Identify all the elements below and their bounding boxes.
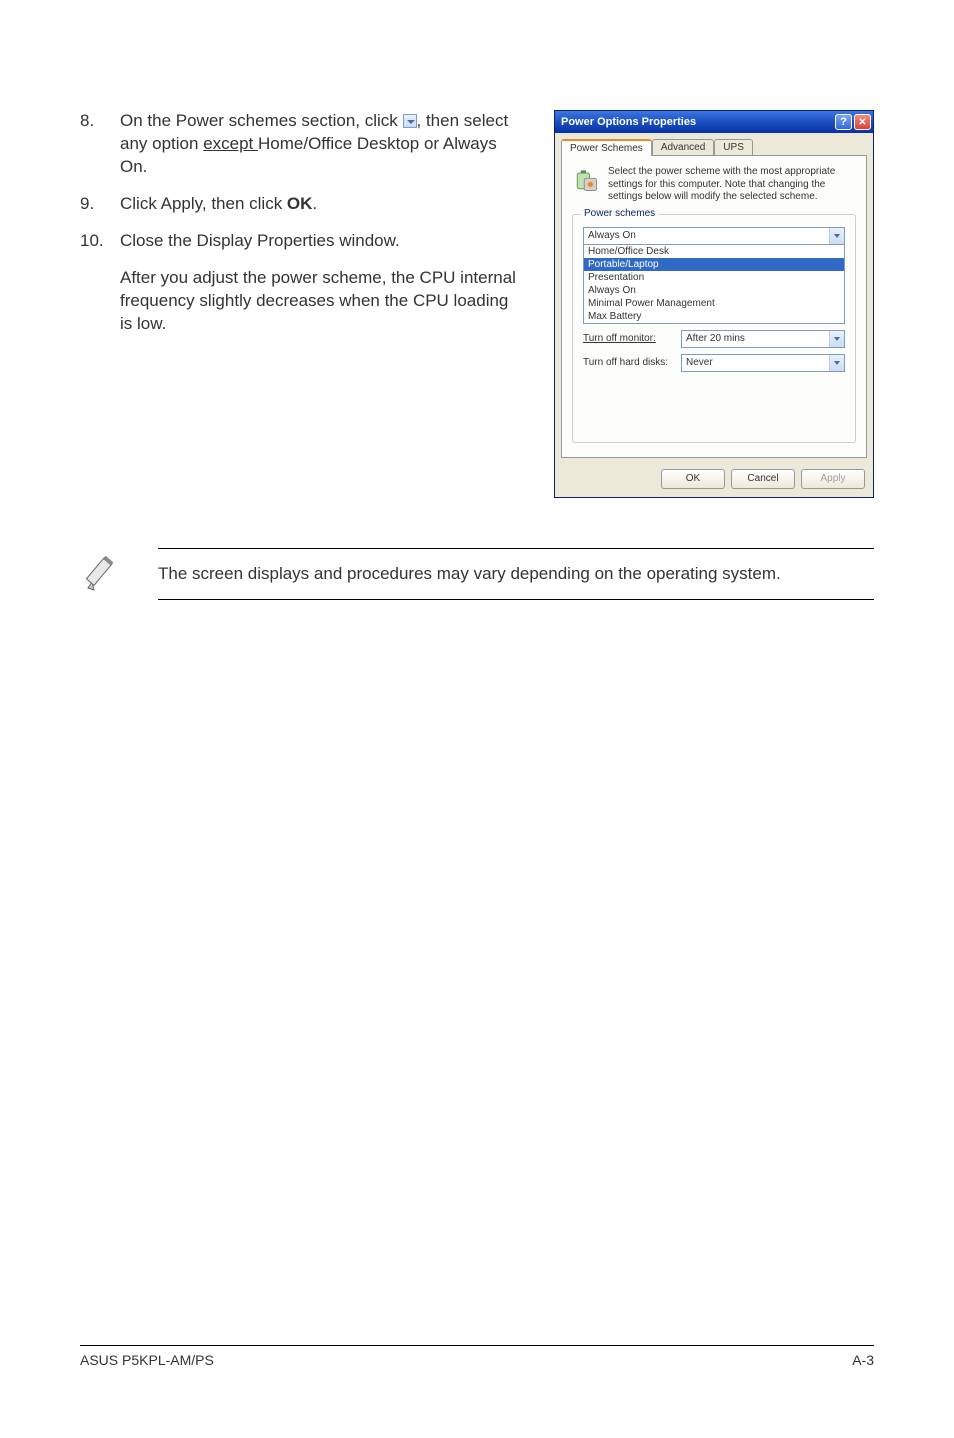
dialog-intro: Select the power scheme with the most ap… <box>608 166 856 204</box>
close-button[interactable]: ✕ <box>854 114 871 130</box>
footer-left: ASUS P5KPL-AM/PS <box>80 1352 214 1368</box>
scheme-option[interactable]: Max Battery <box>584 310 844 323</box>
scheme-option[interactable]: Portable/Laptop <box>584 258 844 271</box>
steps-list: 8.On the Power schemes section, click , … <box>80 110 524 253</box>
scheme-option[interactable]: Home/Office Desk <box>584 245 844 258</box>
tab-panel: Select the power scheme with the most ap… <box>561 155 867 458</box>
tab-advanced[interactable]: Advanced <box>652 139 714 156</box>
power-scheme-options[interactable]: Home/Office DeskPortable/LaptopPresentat… <box>583 245 845 324</box>
monitor-label: Turn off monitor: <box>583 333 673 344</box>
battery-icon <box>572 166 600 194</box>
dialog-titlebar[interactable]: Power Options Properties ? ✕ <box>555 111 873 133</box>
page-footer: ASUS P5KPL-AM/PS A-3 <box>80 1345 874 1368</box>
dialog-title: Power Options Properties <box>561 116 696 128</box>
power-options-dialog: Power Options Properties ? ✕ Power Schem… <box>554 110 874 498</box>
power-schemes-group: Power schemes Always On Home/Office Desk… <box>572 214 856 443</box>
note-box: The screen displays and procedures may v… <box>80 548 874 601</box>
chevron-down-icon[interactable] <box>829 331 844 347</box>
chevron-down-icon[interactable] <box>829 355 844 371</box>
harddisk-combo[interactable]: Never <box>681 354 845 372</box>
tab-power-schemes[interactable]: Power Schemes <box>561 139 652 156</box>
tab-strip: Power Schemes Advanced UPS <box>555 133 873 156</box>
tab-ups[interactable]: UPS <box>714 139 753 156</box>
group-legend: Power schemes <box>581 208 658 219</box>
after-paragraph: After you adjust the power scheme, the C… <box>120 267 524 336</box>
cancel-button[interactable]: Cancel <box>731 469 795 489</box>
harddisk-label: Turn off hard disks: <box>583 357 673 368</box>
monitor-combo[interactable]: After 20 mins <box>681 330 845 348</box>
pencil-icon <box>80 548 128 596</box>
scheme-option[interactable]: Always On <box>584 284 844 297</box>
footer-right: A-3 <box>852 1352 874 1368</box>
note-text: The screen displays and procedures may v… <box>158 548 874 601</box>
dialog-buttons: OK Cancel Apply <box>555 465 873 497</box>
dropdown-icon <box>403 114 417 128</box>
chevron-down-icon[interactable] <box>829 228 844 244</box>
help-button[interactable]: ? <box>835 114 852 130</box>
power-scheme-combo[interactable]: Always On <box>583 227 845 245</box>
apply-button[interactable]: Apply <box>801 469 865 489</box>
ok-button[interactable]: OK <box>661 469 725 489</box>
scheme-option[interactable]: Presentation <box>584 271 844 284</box>
scheme-option[interactable]: Minimal Power Management <box>584 297 844 310</box>
